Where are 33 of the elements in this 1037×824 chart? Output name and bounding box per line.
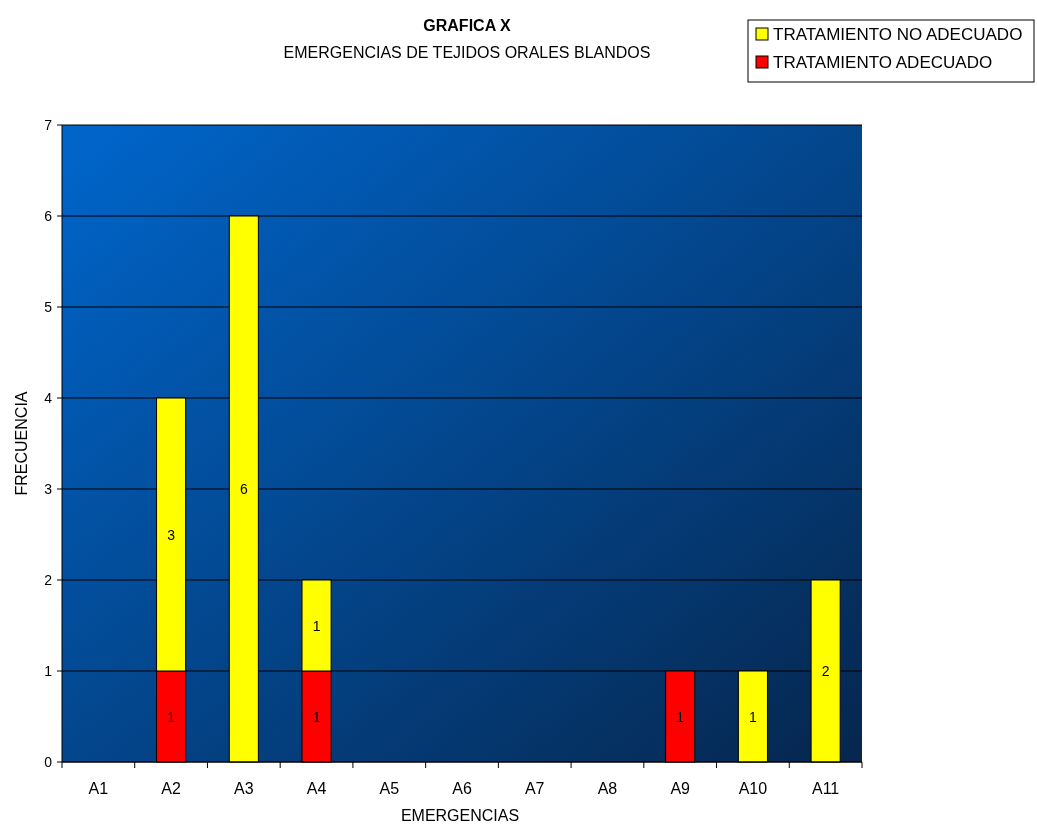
- y-tick-label: 6: [44, 208, 53, 224]
- chart-title: GRAFICA X: [423, 17, 512, 34]
- x-tick-label: A3: [234, 780, 254, 797]
- data-label: 1: [312, 708, 321, 725]
- x-tick-label: A9: [670, 780, 691, 797]
- data-label: 6: [239, 481, 248, 497]
- y-tick-label: 3: [44, 481, 53, 497]
- x-tick-label: A5: [379, 780, 400, 797]
- y-tick-label: 2: [44, 572, 53, 588]
- x-tick-label: A10: [738, 780, 768, 797]
- data-label: 3: [167, 526, 176, 543]
- data-label: 1: [312, 617, 321, 634]
- data-label: 2: [821, 663, 830, 679]
- x-tick-label: A2: [161, 780, 181, 797]
- y-tick-label: 0: [44, 754, 53, 770]
- x-tick-label: A7: [524, 780, 545, 797]
- y-tick-label: 7: [44, 117, 53, 133]
- x-axis-title: EMERGENCIAS: [400, 807, 520, 824]
- chart-subtitle: EMERGENCIAS DE TEJIDOS ORALES BLANDOS: [283, 44, 651, 61]
- x-tick-label: A11: [812, 780, 840, 797]
- data-label: 1: [749, 708, 758, 725]
- legend-label: TRATAMIENTO ADECUADO: [773, 53, 993, 72]
- legend-label: TRATAMIENTO NO ADECUADO: [773, 25, 1023, 44]
- y-axis-title: FRECUENCIA: [13, 391, 30, 496]
- y-tick-label: 1: [44, 663, 53, 679]
- x-tick-label: A1: [88, 780, 109, 797]
- x-tick-label: A4: [306, 780, 327, 797]
- x-tick-label: A6: [452, 780, 472, 797]
- y-tick-label: 5: [44, 299, 53, 315]
- y-tick-label: 4: [44, 390, 53, 406]
- data-label: 1: [676, 708, 685, 725]
- x-tick-label: A8: [597, 780, 618, 797]
- data-label: 1: [167, 708, 176, 725]
